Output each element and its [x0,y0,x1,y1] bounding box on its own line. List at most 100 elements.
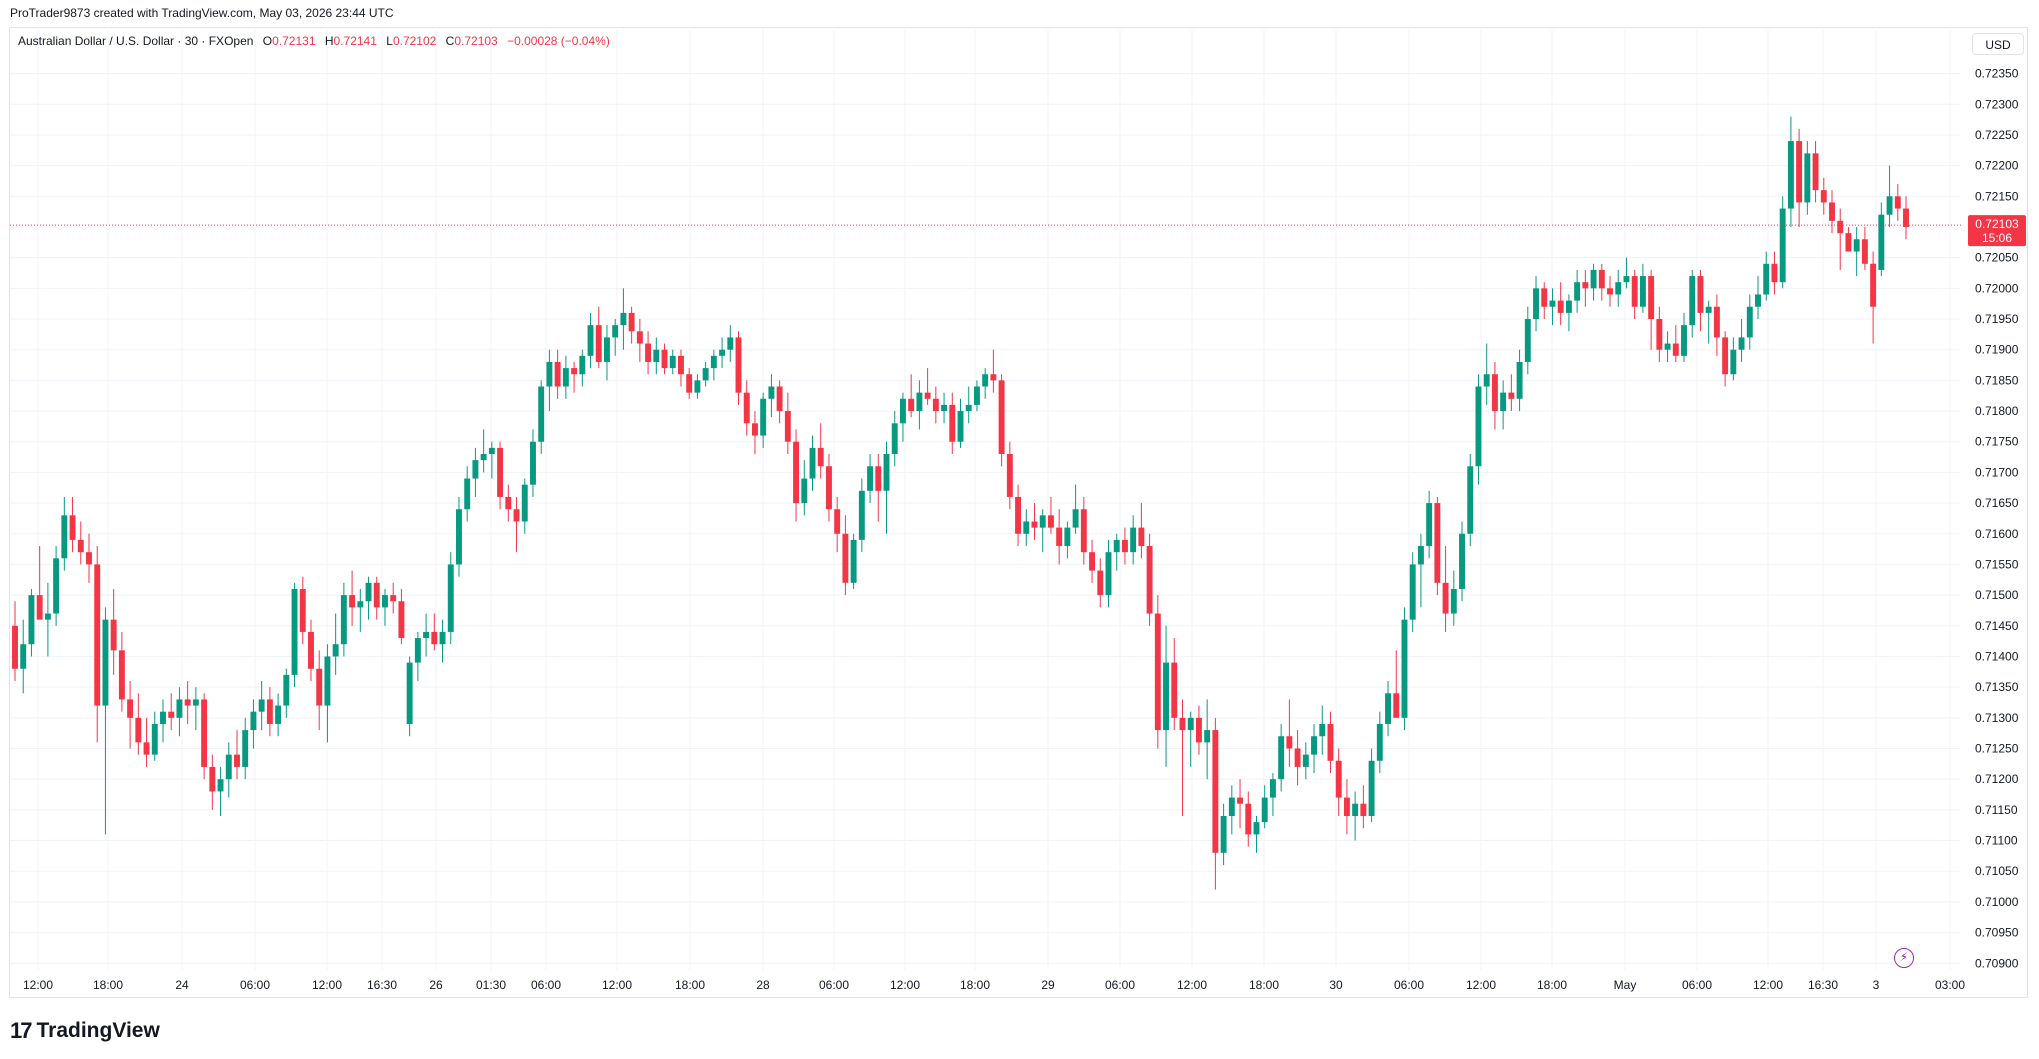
candle-body [1763,263,1770,295]
candle-body [1516,361,1523,399]
x-tick-label: 3 [1873,978,1880,992]
candle-body [694,380,701,393]
x-tick-label: 12:00 [1466,978,1496,992]
candle-body [1409,564,1416,620]
candle-body [998,380,1005,454]
candle-body [1541,288,1548,307]
candle-body [628,312,635,332]
candle-body [283,674,290,706]
candle-body [521,484,528,522]
candle-body [299,588,306,632]
candle-body [1590,269,1597,289]
candle-body [1615,282,1622,295]
y-tick-label: 0.72000 [1975,281,2019,295]
y-tick-label: 0.71050 [1975,864,2019,878]
candle-body [1154,613,1161,731]
candle-body [932,398,939,412]
candle-body [571,368,578,375]
candle-body [291,588,298,675]
candle-body [784,411,791,442]
candle-body [554,361,561,387]
x-tick-label: 01:30 [476,978,506,992]
candle-body [1187,717,1194,731]
candle-body [1056,527,1063,547]
candle-body [423,631,430,639]
candle-body [1894,196,1901,209]
candle-body [77,539,84,553]
candle-body [908,398,915,412]
candle-body [118,650,125,700]
candle-body [1533,288,1539,320]
tradingview-logo-text: TradingView [36,1019,160,1042]
candle-body [669,355,676,369]
candle-body [1755,294,1761,307]
x-tick-label: 18:00 [1537,978,1567,992]
candle-body [735,337,742,393]
candle-body [1804,153,1811,203]
symbol-legend: Australian Dollar / U.S. Dollar · 30 · F… [18,34,610,48]
x-tick-label: 06:00 [1394,978,1424,992]
x-tick-label: 06:00 [1682,978,1712,992]
lightning-icon[interactable]: ⚡︎ [1894,948,1914,968]
x-tick-label: 18:00 [675,978,705,992]
candle-body [1886,196,1893,215]
tradingview-logo-icon: 17 [10,1018,33,1043]
candle-body [1195,717,1202,743]
y-tick-label: 0.72300 [1975,97,2019,111]
candle-body [472,460,479,479]
candle-body [1327,723,1334,761]
candle-body [357,601,364,608]
candle-body [1779,208,1786,283]
x-tick-label: 06:00 [531,978,561,992]
candle-body [949,404,956,442]
x-tick-label: 12:00 [1177,978,1207,992]
candle-body [1549,300,1556,307]
candle-body [1426,503,1433,547]
candle-body [1853,239,1860,252]
candle-body [192,699,199,706]
candle-body [1360,803,1367,816]
candle-body [636,331,643,344]
candle-body [1401,619,1408,718]
low-label: L [386,34,393,48]
candle-body [1130,527,1137,553]
candle-body [36,595,43,620]
symbol-name[interactable]: Australian Dollar / U.S. Dollar · 30 · F… [18,34,254,48]
candle-body [1631,276,1638,307]
candle-body [1278,736,1285,780]
currency-button[interactable]: USD [1972,33,2024,55]
candle-body [653,349,660,362]
candle-body [842,533,849,583]
candle-body [1689,276,1696,326]
candle-body [1089,552,1096,571]
y-tick-label: 0.71200 [1975,772,2019,786]
candle-body [1163,662,1170,731]
candle-body [1796,141,1803,203]
candle-body [201,699,208,767]
candle-body [1311,736,1317,755]
y-tick-label: 0.72200 [1975,159,2019,173]
candle-body [1138,527,1145,547]
candle-body [1072,509,1079,528]
candle-body [858,490,865,540]
candle-body [349,595,356,608]
candle-body [340,595,347,645]
candle-body [801,478,808,504]
candle-body [875,466,882,491]
tradingview-logo[interactable]: 17 TradingView [10,1018,160,1044]
candle-body [1639,276,1646,307]
x-tick-label: 06:00 [1105,978,1135,992]
x-tick-label: 18:00 [960,978,990,992]
y-tick-label: 0.71300 [1975,711,2019,725]
candle-body [1343,797,1350,816]
candle-body [1623,276,1630,283]
candle-body [1598,269,1605,289]
candle-body [1376,723,1383,761]
candle-body [12,625,18,669]
x-tick-label: 18:00 [1249,978,1279,992]
open-label: O [262,34,273,48]
candle-body [217,779,224,792]
y-tick-label: 0.72350 [1975,67,2019,81]
candle-body [817,447,824,467]
